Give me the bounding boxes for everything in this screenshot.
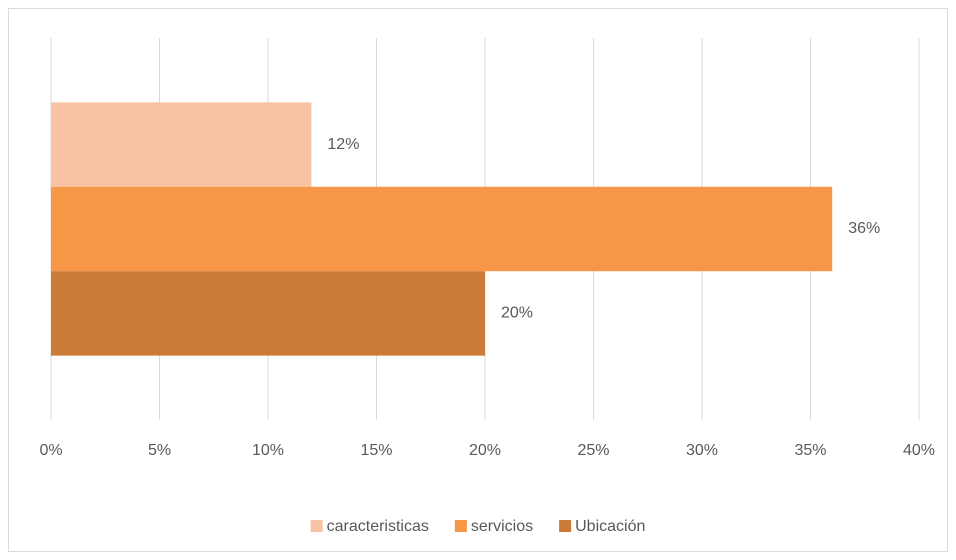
bar [51,186,833,272]
bar [51,102,312,187]
legend-label: caracteristicas [327,518,429,535]
x-tick-label: 10% [252,442,284,459]
x-tick-label: 30% [686,442,718,459]
x-tick-label: 0% [39,442,62,459]
x-tick-label: 35% [794,442,826,459]
data-label: 20% [501,305,533,322]
x-tick-label: 5% [148,442,171,459]
data-label: 36% [848,220,880,237]
legend-swatch [454,520,467,532]
legend-swatch [310,520,323,532]
legend-label: Ubicación [575,518,645,535]
legend-swatch [559,520,572,532]
legend-label: servicios [471,518,533,535]
data-label: 12% [327,136,359,153]
x-tick-label: 40% [903,442,935,459]
bar [51,271,485,356]
x-tick-label: 20% [469,442,501,459]
x-tick-label: 15% [360,442,392,459]
x-tick-label: 25% [577,442,609,459]
